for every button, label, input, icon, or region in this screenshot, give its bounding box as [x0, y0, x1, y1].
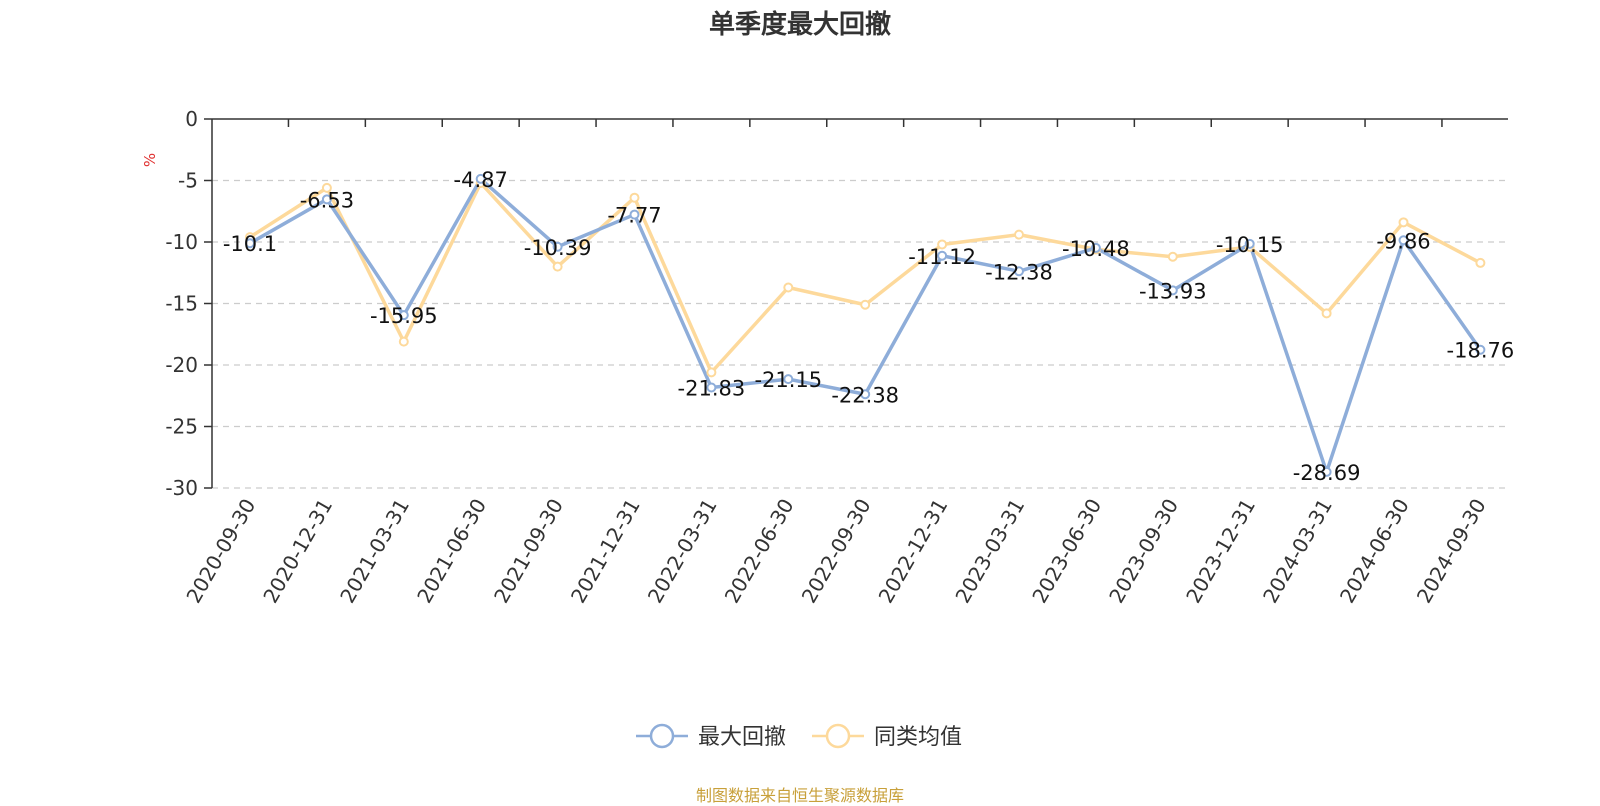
data-label: -11.12 [908, 245, 976, 269]
x-tick-label: 2023-12-31 [1181, 495, 1260, 608]
series-1-point [321, 194, 332, 205]
source-note: 制图数据来自恒生聚源数据库 [695, 786, 904, 805]
series-1-point [1398, 235, 1409, 246]
x-tick-label: 2024-03-31 [1258, 495, 1337, 608]
series-2-point [1475, 257, 1486, 268]
series-2-point [1014, 229, 1024, 240]
series-1-point [398, 310, 409, 321]
series-1-point [1321, 466, 1332, 477]
x-tick-label: 2022-06-30 [720, 495, 799, 608]
series-1-point [706, 382, 717, 393]
data-label: -21.83 [678, 377, 746, 401]
series-2-point [937, 239, 948, 250]
data-label: -10.15 [1216, 233, 1284, 257]
x-tick-label: 2022-03-31 [643, 495, 722, 608]
series-line-2 [249, 181, 1482, 375]
x-tick-label: 2022-09-30 [797, 495, 876, 608]
data-label: -22.38 [831, 383, 899, 407]
data-label: -4.87 [454, 168, 508, 192]
y-tick-label: -20 [165, 353, 198, 377]
chart-title: 单季度最大回撤 [708, 10, 891, 40]
series-1-point [1475, 344, 1486, 355]
y-tick-label: -5 [178, 169, 198, 193]
data-label: -9.86 [1376, 229, 1430, 253]
series-1-point [783, 374, 794, 385]
y-tick-label: -30 [165, 476, 198, 500]
x-tick-label: 2021-09-30 [489, 495, 568, 608]
data-label: -10.39 [524, 236, 592, 260]
data-label: -12.38 [985, 260, 1053, 284]
series-1-point [629, 209, 640, 220]
series-1-point [1244, 238, 1255, 249]
y-tick-label: -15 [165, 292, 198, 316]
series-2-point [629, 192, 640, 203]
series-1-point [1090, 242, 1101, 253]
series-2-point [1398, 217, 1409, 228]
series-2-point [1321, 308, 1332, 319]
series-2-point [1167, 251, 1178, 262]
series-1-point [245, 238, 255, 249]
x-tick-label: 2021-12-31 [566, 495, 645, 608]
series-2-point [552, 261, 563, 272]
x-tick-label: 2024-06-30 [1335, 495, 1414, 608]
series-2-point [783, 282, 794, 293]
legend-marker-icon [825, 723, 851, 749]
data-label: -10.1 [223, 232, 277, 256]
series-2-point [860, 299, 871, 310]
data-label: -10.48 [1062, 237, 1130, 261]
series-1-point [1014, 266, 1024, 277]
series-1-point [1167, 285, 1178, 296]
data-label: -28.69 [1293, 461, 1361, 485]
x-tick-label: 2024-09-30 [1412, 495, 1491, 608]
legend-marker-icon [649, 723, 675, 749]
data-label: -18.76 [1447, 339, 1515, 363]
legend-item-1: 最大回撤 [636, 723, 786, 750]
data-label: -7.77 [607, 204, 661, 228]
legend-label: 同类均值 [874, 725, 962, 750]
series-1-point [937, 250, 948, 261]
x-tick-label: 2022-12-31 [874, 495, 953, 608]
series-1-point [860, 389, 871, 400]
y-tick-label: 0 [185, 107, 198, 131]
x-tick-label: 2023-06-30 [1027, 495, 1106, 608]
legend-label: 最大回撤 [698, 725, 786, 750]
x-tick-label: 2023-09-30 [1104, 495, 1183, 608]
data-label: -13.93 [1139, 279, 1207, 303]
y-axis-unit-label: % [141, 153, 159, 167]
x-tick-label: 2021-03-31 [335, 495, 414, 608]
x-tick-label: 2020-12-31 [258, 495, 337, 608]
y-tick-label: -10 [165, 230, 198, 254]
y-tick-label: -25 [165, 415, 198, 439]
series-1-point [552, 241, 563, 252]
x-tick-label: 2021-06-30 [412, 495, 491, 608]
x-tick-label: 2020-09-30 [181, 495, 260, 608]
data-label: -21.15 [754, 368, 822, 392]
x-tick-label: 2023-03-31 [950, 495, 1029, 608]
series-2-point [321, 182, 332, 193]
data-label: -6.53 [300, 188, 354, 212]
series-2-point [398, 336, 409, 347]
series-1-point [475, 173, 486, 184]
series-2-point [706, 367, 717, 378]
legend-item-2: 同类均值 [812, 723, 962, 750]
data-label: -15.95 [370, 304, 438, 328]
